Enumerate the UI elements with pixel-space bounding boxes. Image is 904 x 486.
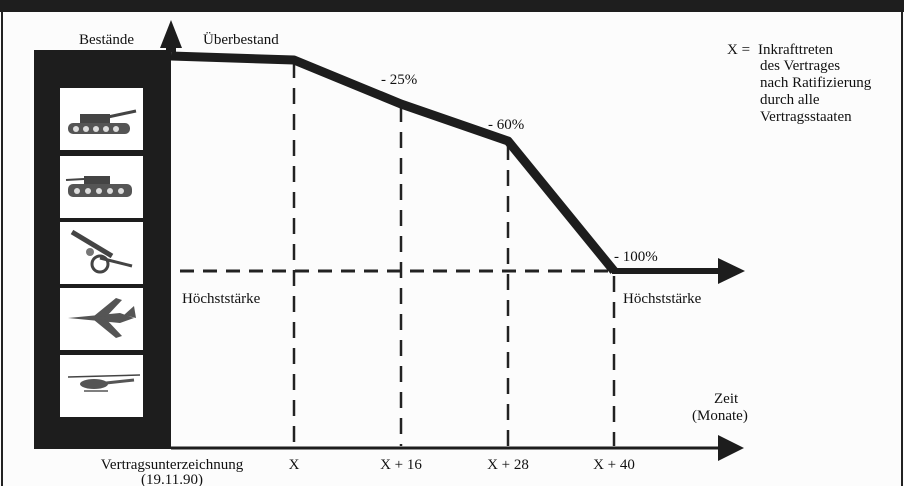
artillery-icon	[60, 222, 143, 284]
top-strip	[0, 0, 904, 12]
tick-label-x16: X + 16	[380, 457, 422, 473]
months-axis-label: (Monate)	[692, 408, 748, 424]
signing-date-label: (19.11.90)	[141, 472, 203, 486]
legend-line-5: Vertragsstaaten	[760, 109, 852, 125]
ceiling-arrowhead	[718, 258, 745, 284]
tick-label-x40: X + 40	[593, 457, 635, 473]
x-axis-arrowhead	[718, 435, 744, 461]
y-axis-label: Bestände	[79, 32, 134, 48]
attack-helicopter-icon	[60, 355, 143, 417]
legend-line-2: des Vertrages	[760, 58, 840, 74]
percent-60-label: - 60%	[488, 117, 524, 133]
time-axis-label: Zeit	[714, 391, 739, 407]
legend-line-3: nach Ratifizierung	[760, 75, 872, 91]
tick-label-x28: X + 28	[487, 457, 529, 473]
legend-key: X =	[727, 42, 750, 58]
percent-25-label: - 25%	[381, 72, 417, 88]
ceiling-label-right: Höchststärke	[623, 291, 702, 307]
reduction-curve	[170, 51, 618, 274]
surplus-label: Überbestand	[203, 31, 279, 48]
battle-tank-icon	[60, 88, 143, 150]
ceiling-label-left: Höchststärke	[182, 291, 261, 307]
legend-line-1: Inkrafttreten	[758, 42, 833, 58]
tick-label-x: X	[289, 457, 300, 473]
y-axis-arrowhead	[160, 20, 182, 48]
legend-line-4: durch alle	[760, 92, 820, 108]
percent-100-label: - 100%	[614, 249, 658, 265]
combat-aircraft-icon	[60, 288, 143, 350]
y-axis-stem	[166, 46, 176, 52]
signing-label: Vertragsunterzeichnung	[101, 457, 244, 473]
armoured-combat-vehicle-icon	[60, 156, 143, 218]
